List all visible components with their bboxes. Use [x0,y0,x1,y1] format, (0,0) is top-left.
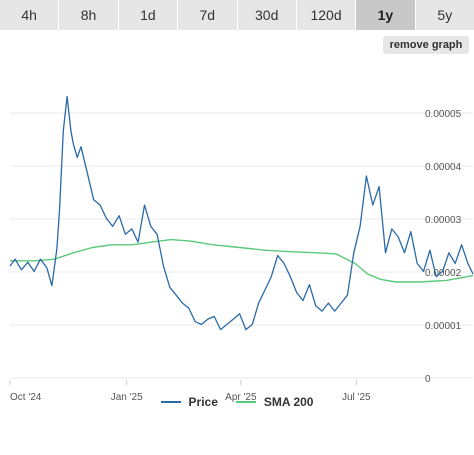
sma-200-line [10,238,474,283]
legend-swatch-price [160,401,181,403]
tab-120d[interactable]: 120d [296,0,357,30]
tab-30d[interactable]: 30d [237,0,297,30]
series-lines [9,95,474,331]
y-tick-label: 0.00004 [425,162,462,173]
y-tick-label: 0.00003 [425,215,462,226]
tab-5y[interactable]: 5y [415,0,474,30]
x-tick-label: Jul '25 [342,392,371,403]
legend-label-price: Price [188,395,218,409]
chart-legend: Price SMA 200 [0,392,474,412]
timeframe-tabs: 4h 8h 1d 7d 30d 120d 1y 5y [0,0,474,30]
tab-1y[interactable]: 1y [356,0,416,30]
y-tick-label: 0.00001 [425,321,462,332]
tab-1d[interactable]: 1d [118,0,179,30]
legend-swatch-sma [235,401,256,403]
remove-graph-button[interactable]: remove graph [383,36,469,54]
x-tick-label: Jan '25 [111,392,143,403]
y-tick-label: 0.00002 [425,268,462,279]
tab-8h[interactable]: 8h [59,0,119,30]
legend-item-price[interactable]: Price [160,395,218,409]
x-axis-labels: Oct '24 Jan '25 Apr '25 Jul '25 [10,392,371,403]
legend-item-sma[interactable]: SMA 200 [235,395,314,409]
y-tick-label: 0.00005 [425,109,462,120]
tab-4h[interactable]: 4h [0,0,60,30]
chart-gridlines [9,112,473,385]
tab-7d[interactable]: 7d [178,0,238,30]
price-line [9,95,474,331]
legend-label-sma: SMA 200 [263,395,314,409]
y-axis-labels: 0 0.00001 0.00002 0.00003 0.00004 0.00005 [425,109,462,385]
x-tick-label: Oct '24 [10,392,42,403]
x-tick-label: Apr '25 [225,392,257,403]
y-tick-label: 0 [425,374,431,385]
